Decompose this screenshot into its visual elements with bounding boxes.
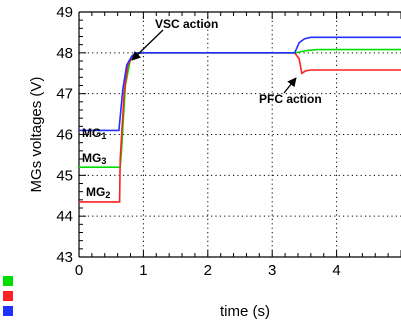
line-label-mg3: MG3 — [82, 151, 106, 166]
series-line-3 — [79, 36, 401, 132]
y-axis-title: MGs voltages (V) — [28, 77, 45, 193]
x-tick-label: 1 — [139, 262, 147, 279]
y-tick-label: 49 — [56, 4, 73, 21]
x-tick-label: 2 — [204, 262, 212, 279]
annotation-arrow-pfc — [283, 77, 297, 94]
annotation-pfc-action: PFC action — [259, 92, 322, 106]
annotation-vsc-action: VSC action — [155, 17, 218, 31]
legend-swatch-1 — [3, 276, 13, 286]
series-line-2 — [79, 52, 401, 203]
x-tick-label: 0 — [75, 262, 83, 279]
x-tick-label: 4 — [332, 262, 340, 279]
y-tick-label: 45 — [56, 167, 73, 184]
x-axis-title: time (s) — [220, 303, 270, 320]
y-tick-label: 43 — [56, 249, 73, 266]
grid — [79, 12, 401, 257]
y-tick-label: 47 — [56, 86, 73, 103]
y-tick-label: 46 — [56, 127, 73, 144]
annotation-arrow-vsc — [131, 29, 164, 61]
chart-labels: time (s) MGs voltages (V) MG1 MG3 MG2 VSC act… — [28, 17, 322, 320]
line-label-mg2: MG2 — [86, 185, 110, 200]
legend-swatch-2 — [3, 291, 13, 301]
y-tick-label: 48 — [56, 45, 73, 62]
y-tick-label: 44 — [56, 208, 73, 225]
axes: 43 44 45 46 47 48 49 0 1 2 3 4 — [56, 4, 401, 279]
x-tick-label: 3 — [268, 262, 276, 279]
legend — [3, 276, 13, 316]
series-lines — [79, 36, 401, 203]
line-label-mg1: MG1 — [82, 126, 106, 141]
legend-swatch-3 — [3, 306, 13, 316]
